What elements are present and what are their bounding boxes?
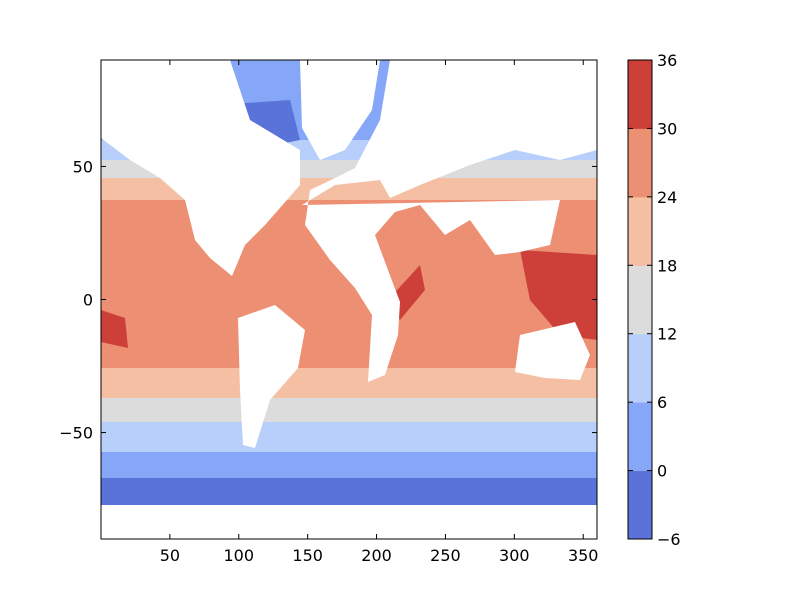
y-tick-label: 0	[83, 291, 93, 310]
x-tick-label: 200	[361, 546, 392, 565]
axes: 50 100 150 200 250 300 350 50 0 −50	[59, 60, 598, 565]
colorbar-segment	[628, 60, 652, 129]
y-tick-label: 50	[73, 157, 93, 176]
colorbar-tick-label: 30	[657, 119, 677, 138]
land-south-america	[238, 305, 305, 448]
colorbar-segment	[628, 333, 652, 403]
colorbar-tick-label: 12	[657, 325, 677, 344]
x-tick-label: 150	[292, 546, 323, 565]
colorbar-tick-label: 0	[657, 462, 667, 481]
x-tick-label: 50	[160, 546, 180, 565]
land-greenland	[300, 60, 380, 160]
x-tick-label: 100	[224, 546, 255, 565]
colorbar-tick-label: 18	[657, 256, 677, 275]
colorbar-segment	[628, 402, 652, 472]
colorbar-segment	[628, 265, 652, 335]
eastern-pacific-warm-patch	[101, 310, 128, 348]
colorbar-segment	[628, 196, 652, 266]
land-antarctica	[101, 505, 597, 539]
land-africa-eurasia	[302, 60, 597, 382]
colorbar-segment	[628, 470, 652, 540]
y-tick-label: −50	[59, 424, 93, 443]
x-tick-label: 350	[568, 546, 599, 565]
colorbar-segment	[628, 128, 652, 198]
land-north-america	[101, 60, 300, 276]
x-tick-label: 250	[430, 546, 461, 565]
colorbar: −6 0 6 12 18 24 30 36	[628, 51, 681, 549]
colorbar-tick-label: −6	[657, 530, 681, 549]
colorbar-tick-label: 36	[657, 51, 677, 70]
land-australia	[515, 322, 590, 380]
colorbar-tick-label: 24	[657, 188, 677, 207]
x-tick-label: 300	[499, 546, 530, 565]
western-pacific-warm-pool	[520, 250, 597, 340]
temperature-field	[101, 60, 597, 539]
colorbar-tick-label: 6	[657, 393, 667, 412]
colorbar-frame	[627, 59, 653, 540]
